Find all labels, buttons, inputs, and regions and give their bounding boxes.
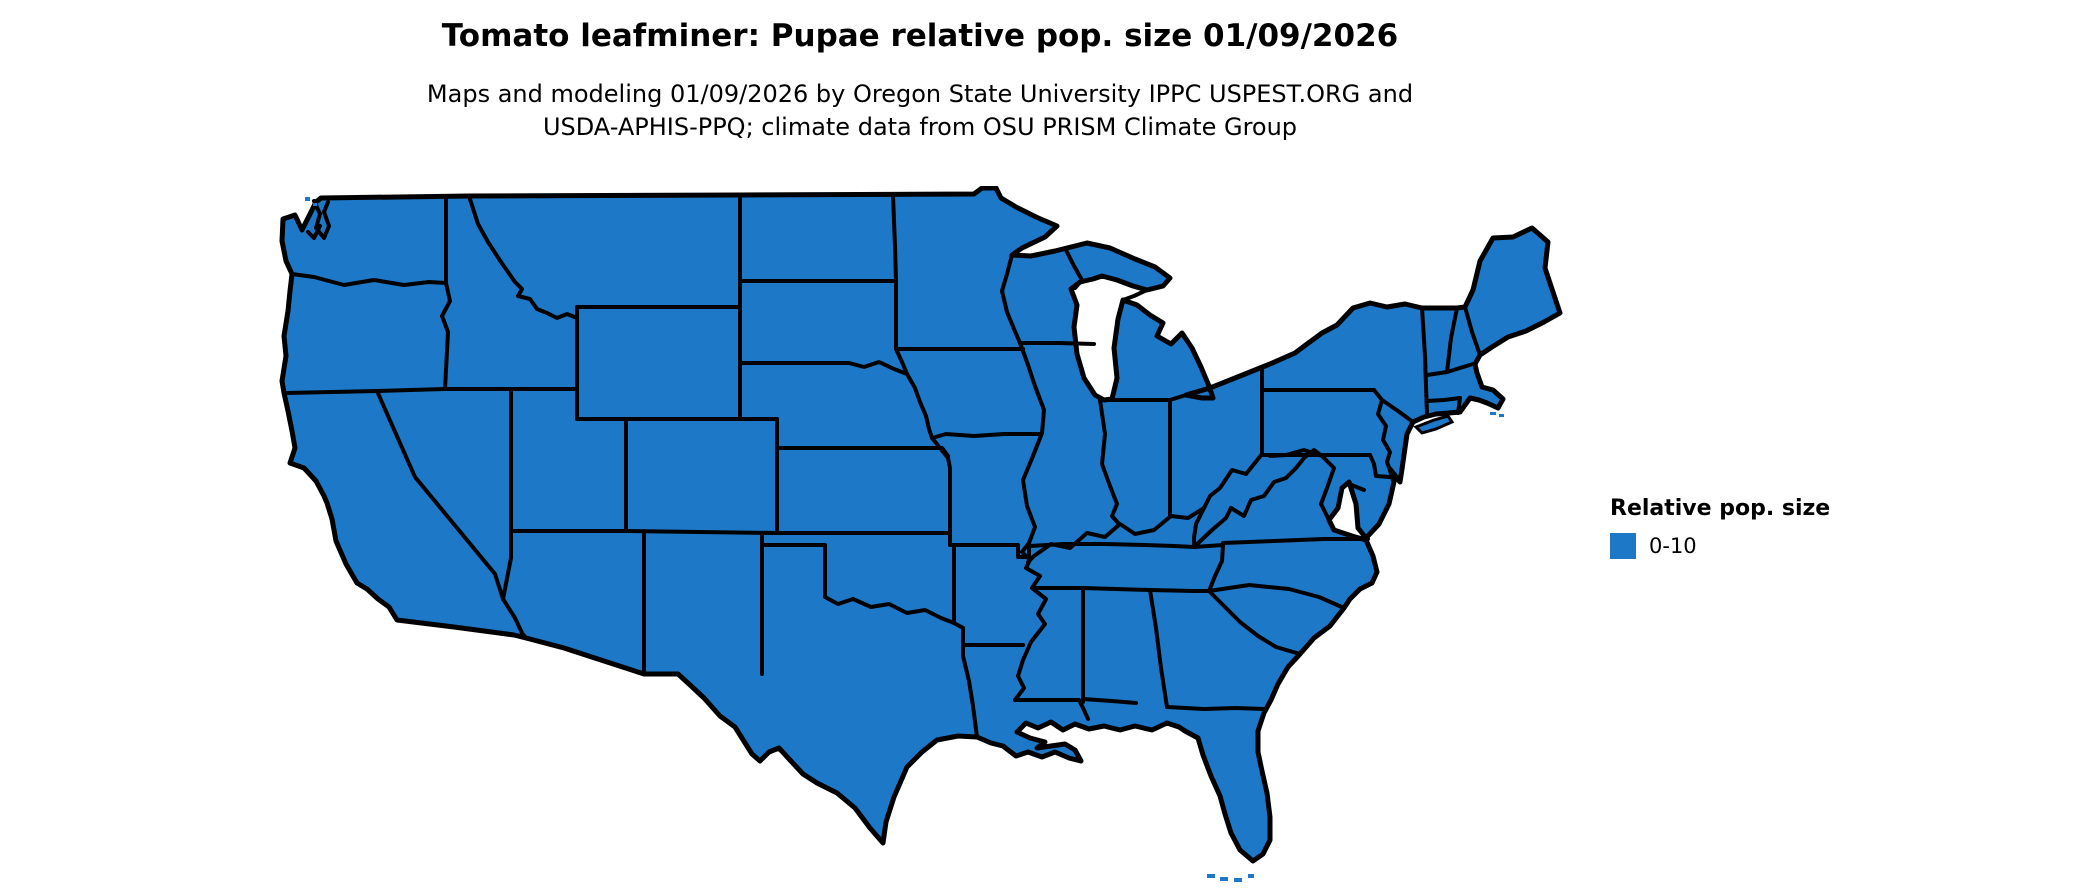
state-border [1026,452,1264,564]
subtitle: Maps and modeling 01/09/2026 by Oregon S… [174,78,1666,144]
state-border [1192,506,1206,549]
legend: Relative pop. size 0-10 [1610,496,2030,559]
state-border [930,432,1042,440]
state-border [440,281,452,391]
coastal-island-speck [313,203,317,206]
state-border [1013,698,1090,721]
coastal-island-speck [1207,874,1215,878]
state-border [1368,453,1392,479]
state-border [1018,341,1046,570]
coastal-island-speck [305,197,310,201]
state-border [306,224,322,240]
state-border [905,372,934,440]
nation-outline [279,186,1563,864]
state-border [1098,398,1121,526]
state-border [891,194,898,351]
state-border [1207,589,1302,656]
state-border [501,597,528,640]
state-border [1425,396,1462,403]
state-border [775,446,950,458]
coastal-island-speck [1248,874,1254,878]
state-border [501,529,513,601]
legend-item: 0-10 [1610,533,2030,559]
state-border [1372,388,1392,472]
legend-item-label: 0-10 [1649,534,1697,558]
state-border [1445,306,1459,374]
state-border [1018,341,1096,346]
state-border [312,199,331,240]
state-border [1380,398,1415,424]
state-border [1013,566,1048,702]
state-border [961,626,979,739]
state-border [467,194,579,320]
state-border [1081,697,1138,705]
state-border [290,272,448,287]
state-border [760,543,965,630]
state-border [375,389,505,601]
state-border [1456,396,1462,415]
coastal-island-speck [1490,412,1496,415]
state-border [1221,537,1370,545]
state-border [1347,482,1366,492]
state-border [1192,506,1233,549]
state-border [738,360,909,376]
state-border [1121,288,1149,302]
coastal-island-speck [1220,877,1228,881]
state-border [894,347,909,376]
state-border [1463,305,1482,357]
legend-color-swatch [1610,533,1636,559]
state-border [1000,253,1022,345]
subtitle-line-2: USDA-APHIS-PPQ; climate data from OSU PR… [542,113,1298,141]
island [1413,414,1455,435]
coastal-island-speck [1499,414,1504,417]
coastal-island-speck [1234,878,1242,882]
state-border [1165,705,1266,711]
state-border [1064,248,1084,290]
legend-title: Relative pop. size [1610,496,1831,521]
us-choropleth-map [279,186,1563,882]
state-borders [284,194,1482,739]
page-title: Tomato leafminer: Pupae relative pop. si… [441,18,1399,54]
state-border [1207,543,1225,593]
subtitle-line-1: Maps and modeling 01/09/2026 by Oregon S… [426,80,1414,108]
state-border [1028,542,1196,549]
state-border [1192,543,1225,549]
state-border [1319,454,1336,522]
state-border [1148,588,1169,709]
state-border [1207,583,1346,610]
state-border [948,543,1031,559]
